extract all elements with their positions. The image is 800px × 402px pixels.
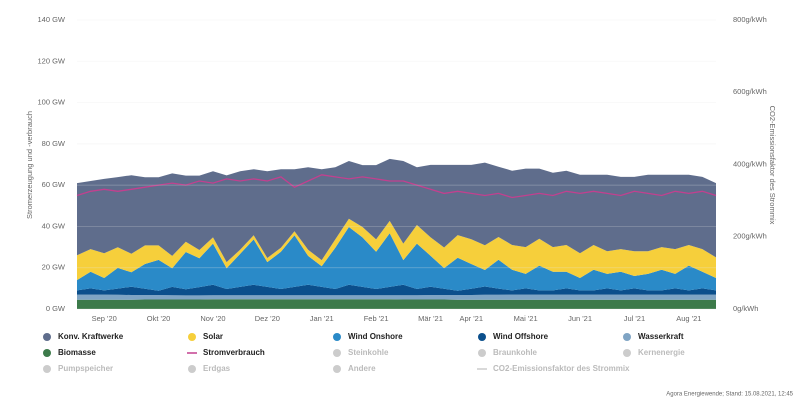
legend-marker: [333, 349, 341, 357]
area: [77, 158, 716, 263]
legend-label: Solar: [203, 332, 223, 341]
legend-label: Pumpspeicher: [58, 364, 113, 373]
legend-marker: [478, 349, 486, 357]
legend-marker: [478, 333, 486, 341]
area: [77, 294, 716, 300]
area: [77, 284, 716, 296]
x-tick-label: Nov '20: [200, 314, 225, 323]
y-tick-label: 80 GW: [42, 139, 66, 148]
y2-tick-label: 400g/kWh: [733, 159, 767, 168]
legend-label: Konv. Kraftwerke: [58, 332, 124, 341]
area: [77, 218, 716, 281]
legend-label: Biomasse: [58, 348, 96, 357]
x-tick-label: Feb '21: [364, 314, 389, 323]
x-tick-label: Mai '21: [514, 314, 538, 323]
legend-label: Wind Offshore: [493, 332, 549, 341]
y-tick-label: 120 GW: [37, 56, 65, 65]
y-tick-label: 60 GW: [42, 180, 66, 189]
grid: [77, 19, 716, 310]
x-tick-label: Jun '21: [568, 314, 592, 323]
y-tick-label: 0 GW: [46, 304, 66, 313]
legend-label: Erdgas: [203, 364, 231, 373]
legend-marker: [43, 333, 51, 341]
legend-marker: [333, 365, 341, 373]
x-tick-label: Sep '20: [92, 314, 117, 323]
legend-label: Braunkohle: [493, 348, 538, 357]
legend-marker: [43, 365, 51, 373]
legend-label: Stromverbrauch: [203, 348, 265, 357]
x-tick-label: Jul '21: [624, 314, 645, 323]
x-tick-label: Dez '20: [255, 314, 280, 323]
y2-tick-label: 800g/kWh: [733, 15, 767, 24]
x-tick-label: Aug '21: [676, 314, 701, 323]
x-tick-label: Apr '21: [460, 314, 484, 323]
y-axis-title: Stromerzeugung und -verbrauch: [25, 111, 34, 219]
legend-marker: [623, 349, 631, 357]
y-tick-label: 100 GW: [37, 98, 65, 107]
legend-label: Wasserkraft: [638, 332, 684, 341]
legend-marker: [188, 333, 196, 341]
y2-tick-label: 0g/kWh: [733, 304, 758, 313]
source: Agora Energiewende; Stand: 15.08.2021, 1…: [666, 392, 793, 398]
legend-marker: [43, 349, 51, 357]
area: [77, 227, 716, 291]
y2-axis-title: CO2-Emissionsfaktor des Strommix: [768, 106, 777, 225]
y2-tick-label: 200g/kWh: [733, 232, 767, 241]
area: [77, 299, 716, 309]
legend-label: Andere: [348, 364, 376, 373]
legend-label: CO2-Emissionsfaktor des Strommix: [493, 364, 630, 373]
x-tick-label: Mär '21: [418, 314, 443, 323]
legend-marker: [188, 365, 196, 373]
y-tick-label: 140 GW: [37, 15, 65, 24]
x-tick-label: Okt '20: [147, 314, 171, 323]
legend-label: Kernenergie: [638, 348, 685, 357]
y-tick-label: 40 GW: [42, 221, 66, 230]
legend-marker: [333, 333, 341, 341]
legend-marker: [623, 333, 631, 341]
x-tick-label: Jan '21: [310, 314, 334, 323]
legend-label: Wind Onshore: [348, 332, 403, 341]
y-tick-label: 20 GW: [42, 263, 66, 272]
legend-label: Steinkohle: [348, 348, 389, 357]
y2-tick-label: 600g/kWh: [733, 87, 767, 96]
line: [76, 174, 717, 199]
